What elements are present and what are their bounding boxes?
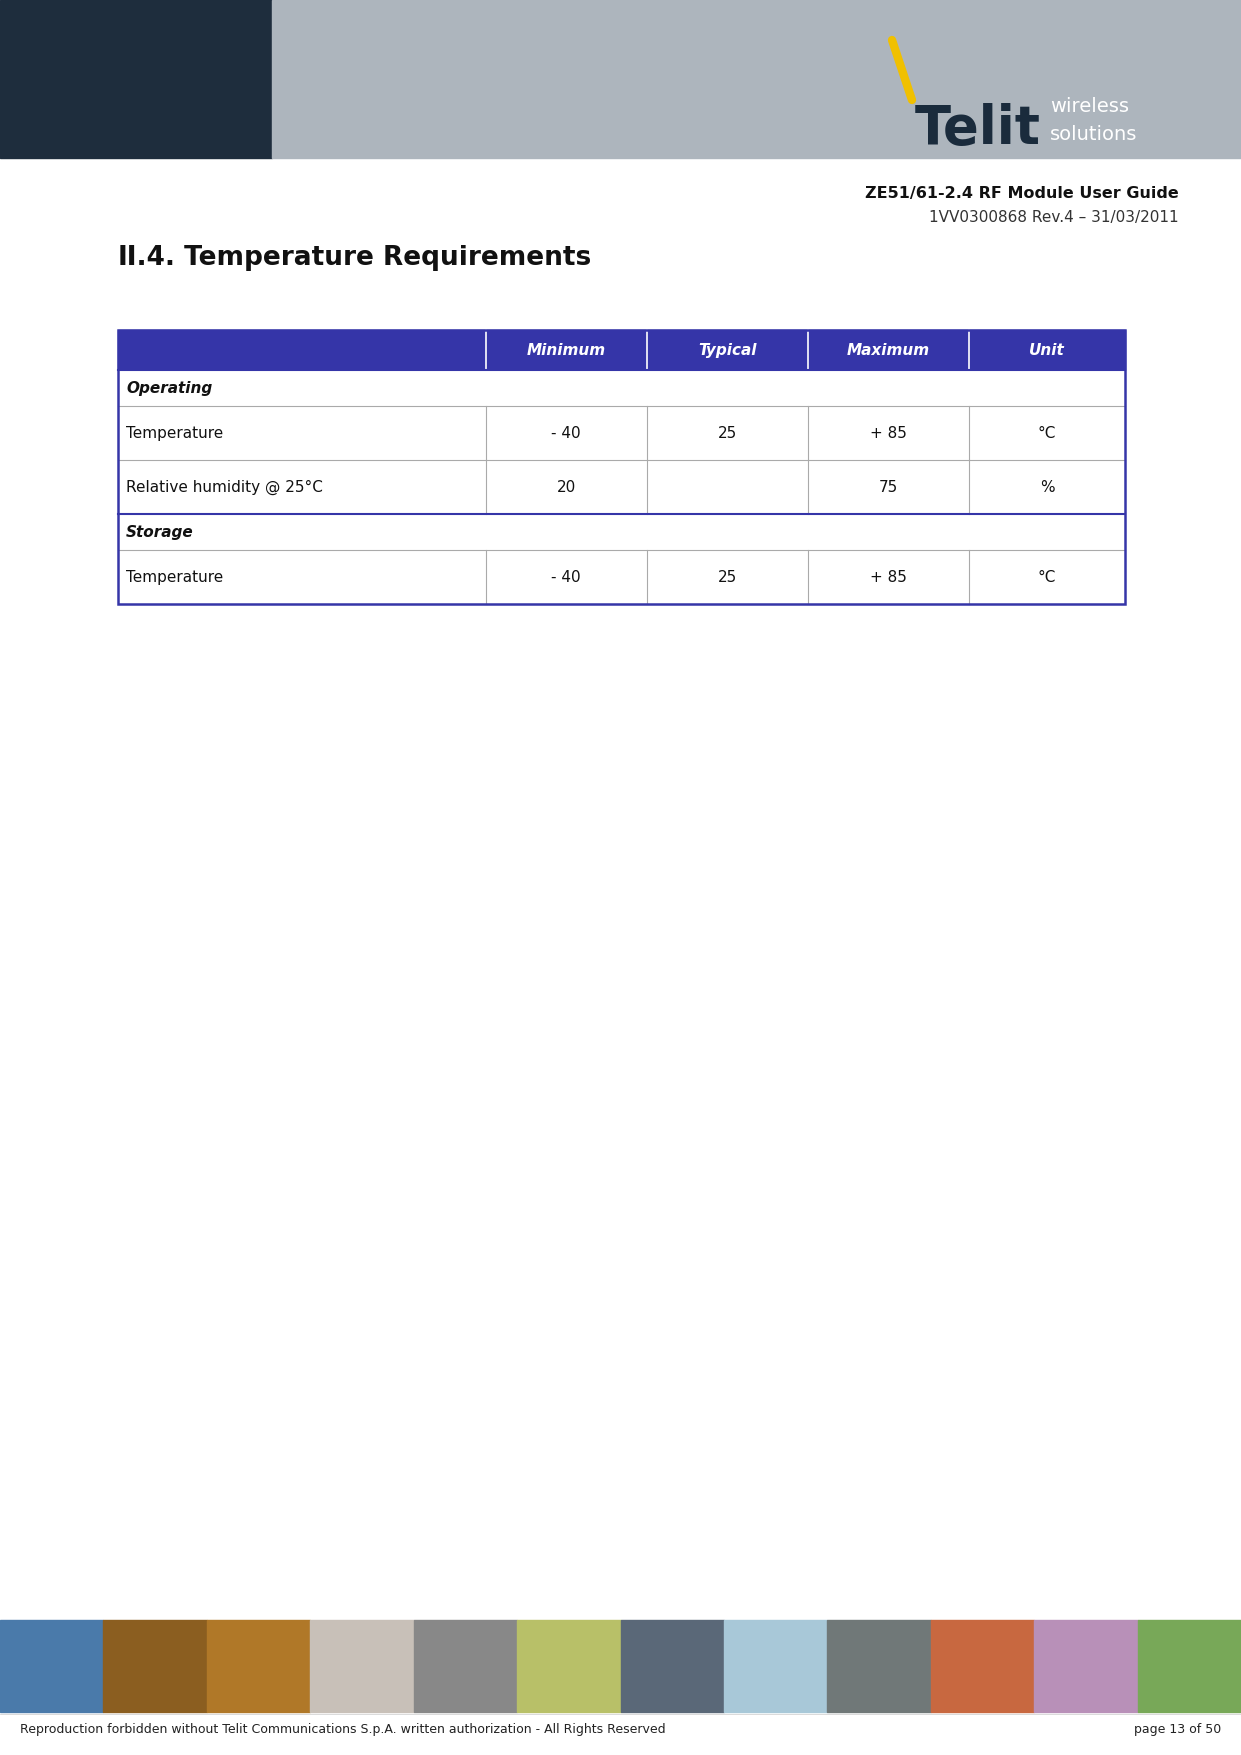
Text: 25: 25 bbox=[717, 425, 737, 441]
Bar bbox=[0, 0, 272, 158]
Text: Unit: Unit bbox=[1029, 342, 1065, 358]
Bar bbox=[118, 370, 1126, 405]
Bar bbox=[1034, 1620, 1138, 1711]
Text: %: % bbox=[1040, 479, 1055, 495]
Text: °C: °C bbox=[1037, 425, 1056, 441]
Bar bbox=[207, 1620, 310, 1711]
Text: °C: °C bbox=[1037, 570, 1056, 584]
Text: Maximum: Maximum bbox=[846, 342, 930, 358]
Text: Storage: Storage bbox=[127, 525, 194, 539]
Text: Telit: Telit bbox=[915, 104, 1041, 154]
Text: page 13 of 50: page 13 of 50 bbox=[1134, 1723, 1221, 1736]
Bar bbox=[118, 330, 1126, 604]
Bar bbox=[724, 1620, 828, 1711]
Text: Operating: Operating bbox=[127, 381, 212, 395]
Bar bbox=[118, 330, 1126, 370]
Bar bbox=[828, 1620, 931, 1711]
Text: solutions: solutions bbox=[1050, 125, 1137, 144]
Bar bbox=[272, 0, 1241, 158]
Text: 20: 20 bbox=[556, 479, 576, 495]
Text: Reproduction forbidden without Telit Communications S.p.A. written authorization: Reproduction forbidden without Telit Com… bbox=[20, 1723, 665, 1736]
Text: 25: 25 bbox=[717, 570, 737, 584]
Bar bbox=[1138, 1620, 1241, 1711]
Bar bbox=[931, 1620, 1034, 1711]
Text: - 40: - 40 bbox=[551, 570, 581, 584]
Text: Minimum: Minimum bbox=[526, 342, 606, 358]
Text: Temperature: Temperature bbox=[127, 570, 223, 584]
Text: 75: 75 bbox=[879, 479, 898, 495]
Bar bbox=[0, 1620, 103, 1711]
Bar bbox=[103, 1620, 207, 1711]
Text: Temperature Requirements: Temperature Requirements bbox=[175, 246, 591, 270]
Bar bbox=[118, 549, 1126, 604]
Text: + 85: + 85 bbox=[870, 425, 907, 441]
Bar bbox=[118, 460, 1126, 514]
Bar bbox=[517, 1620, 620, 1711]
Text: + 85: + 85 bbox=[870, 570, 907, 584]
Bar bbox=[118, 405, 1126, 460]
Text: Relative humidity @ 25°C: Relative humidity @ 25°C bbox=[127, 479, 323, 495]
Text: Temperature: Temperature bbox=[127, 425, 223, 441]
Bar bbox=[118, 514, 1126, 549]
Text: II.4.: II.4. bbox=[118, 246, 176, 270]
Text: ZE51/61-2.4 RF Module User Guide: ZE51/61-2.4 RF Module User Guide bbox=[865, 186, 1179, 202]
Bar bbox=[310, 1620, 413, 1711]
Text: 1VV0300868 Rev.4 – 31/03/2011: 1VV0300868 Rev.4 – 31/03/2011 bbox=[930, 211, 1179, 225]
Text: - 40: - 40 bbox=[551, 425, 581, 441]
Text: Typical: Typical bbox=[697, 342, 757, 358]
Bar bbox=[413, 1620, 517, 1711]
Bar bbox=[620, 1620, 724, 1711]
Text: wireless: wireless bbox=[1050, 97, 1129, 116]
